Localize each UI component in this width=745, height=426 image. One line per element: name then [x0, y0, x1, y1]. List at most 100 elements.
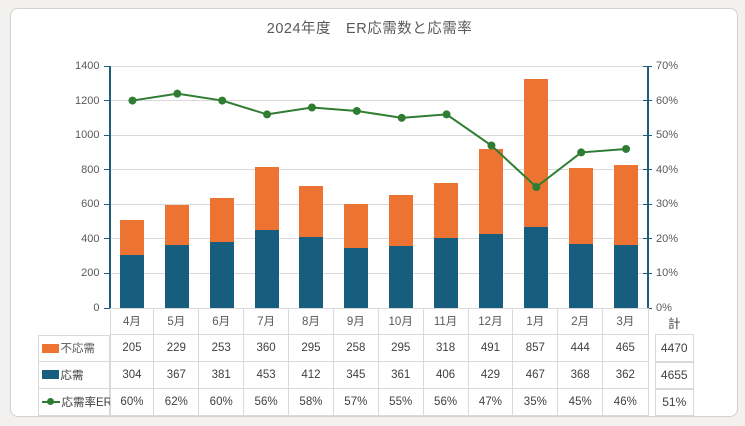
y-axis-label: 600 — [81, 198, 100, 211]
month-header-cell: 6月 — [199, 308, 245, 335]
y-axis-tick — [104, 203, 111, 205]
gridline — [109, 134, 648, 136]
value-cell-oujuritsu-er: 55% — [378, 388, 424, 416]
rate-point-marker — [531, 183, 540, 191]
secondary-axis-label: 30% — [656, 198, 679, 211]
gridline — [109, 169, 648, 171]
month-header-cell: 9月 — [333, 308, 379, 335]
row-label-ouju: 応需 — [37, 361, 110, 389]
rate-point-marker — [352, 106, 361, 115]
value-cell-oujuritsu-er: 56% — [244, 388, 289, 416]
chart-title: 2024年度 ER応需数と応需率 — [266, 21, 473, 37]
y-axis-label: 800 — [81, 163, 100, 176]
bar-segment-fuouju — [119, 220, 144, 256]
value-cell-oujuritsu-er: 57% — [333, 388, 379, 416]
month-header-cell: 11月 — [423, 308, 469, 335]
value-cell-fuouju: 360 — [244, 334, 289, 362]
value-cell-ouju: 304 — [109, 361, 155, 389]
bar-segment-ouju — [164, 244, 189, 308]
value-cell-ouju: 368 — [558, 361, 604, 389]
value-cell-ouju: 412 — [289, 361, 334, 389]
row-label-fuouju: 不応需 — [37, 334, 110, 362]
month-header-cell: 8月 — [289, 308, 334, 335]
value-cell-fuouju: 258 — [333, 334, 379, 362]
value-cell-ouju: 345 — [333, 361, 379, 389]
bar-segment-fuouju — [478, 148, 503, 234]
secondary-axis-line — [647, 66, 649, 308]
value-cell-ouju: 453 — [244, 361, 289, 389]
bar-segment-ouju — [568, 244, 593, 308]
secondary-axis-label: 60% — [656, 94, 679, 107]
bar-segment-fuouju — [613, 165, 638, 246]
month-header-cell: 2月 — [558, 308, 604, 335]
month-header-cell: 1月 — [513, 308, 559, 335]
secondary-axis-label: 50% — [656, 129, 679, 142]
bar-segment-fuouju — [523, 79, 548, 228]
rate-point-marker — [262, 110, 271, 119]
bar-segment-ouju — [478, 233, 503, 308]
value-cell-ouju: 429 — [468, 361, 514, 389]
value-cell-ouju: 362 — [603, 361, 649, 389]
value-cell-fuouju: 491 — [468, 334, 514, 362]
month-header-cell: 10月 — [378, 308, 424, 335]
secondary-axis-label: 40% — [656, 163, 679, 176]
y-axis-tick — [104, 272, 111, 274]
bar-segment-ouju — [119, 255, 144, 308]
value-cell-oujuritsu-er: 46% — [603, 388, 649, 416]
value-cell-fuouju: 465 — [603, 334, 649, 362]
bar-segment-fuouju — [164, 204, 189, 245]
bar-segment-fuouju — [209, 198, 234, 243]
value-cell-ouju: 381 — [199, 361, 245, 389]
rate-point-marker — [172, 89, 181, 98]
series-name: 応需率ER — [61, 396, 112, 409]
bar-segment-ouju — [389, 245, 414, 308]
series-name: 不応需 — [60, 343, 96, 355]
bar-segment-fuouju — [389, 194, 414, 246]
value-cell-ouju: 406 — [423, 361, 469, 389]
bar-segment-ouju — [299, 236, 324, 308]
y-axis-tick — [104, 100, 111, 102]
legend-key-fuouju — [41, 343, 59, 353]
month-header-cell: 3月 — [603, 308, 649, 335]
gridline — [109, 238, 648, 240]
month-header-cell: 12月 — [468, 308, 514, 335]
bar-segment-fuouju — [254, 167, 279, 230]
y-axis-label: 200 — [81, 267, 100, 280]
rate-point-marker — [486, 141, 495, 150]
value-cell-fuouju: 295 — [378, 334, 424, 362]
rate-line-series — [127, 89, 630, 191]
legend-marker — [47, 398, 54, 405]
y-axis-tick — [104, 169, 111, 171]
month-header-cell: 7月 — [244, 308, 289, 335]
secondary-axis-label: 70% — [656, 60, 679, 72]
rate-point-marker — [397, 113, 406, 122]
value-cell-fuouju: 205 — [109, 334, 155, 362]
y-axis-tick — [104, 307, 111, 309]
rate-point-marker — [127, 96, 136, 105]
y-axis-label: 1200 — [75, 94, 100, 107]
value-cell-fuouju: 229 — [154, 334, 200, 362]
rate-point-marker — [576, 148, 585, 157]
value-cell-oujuritsu-er: 56% — [423, 388, 469, 416]
value-cell-ouju: 361 — [378, 361, 424, 389]
value-cell-fuouju: 318 — [423, 334, 469, 362]
bar-segment-fuouju — [344, 203, 369, 249]
bar-segment-ouju — [613, 245, 638, 308]
total-column-header: 計 — [667, 316, 681, 331]
value-cell-fuouju: 253 — [199, 334, 245, 362]
bar-segment-fuouju — [434, 182, 459, 238]
legend-key-oujuritsu-er — [41, 397, 60, 406]
gridline — [109, 203, 648, 205]
gridline — [109, 100, 648, 102]
series-name: 応需 — [60, 369, 84, 382]
total-cell-ouju: 4655 — [655, 361, 694, 389]
secondary-axis-label: 0% — [656, 302, 672, 314]
legend-key-ouju — [41, 370, 59, 379]
value-cell-oujuritsu-er: 60% — [109, 388, 155, 416]
bar-segment-fuouju — [299, 185, 324, 237]
bar-segment-ouju — [209, 242, 234, 308]
value-cell-fuouju: 857 — [513, 334, 559, 362]
y-axis-line — [108, 66, 111, 308]
row-label-oujuritsu-er: 応需率ER — [37, 388, 112, 416]
